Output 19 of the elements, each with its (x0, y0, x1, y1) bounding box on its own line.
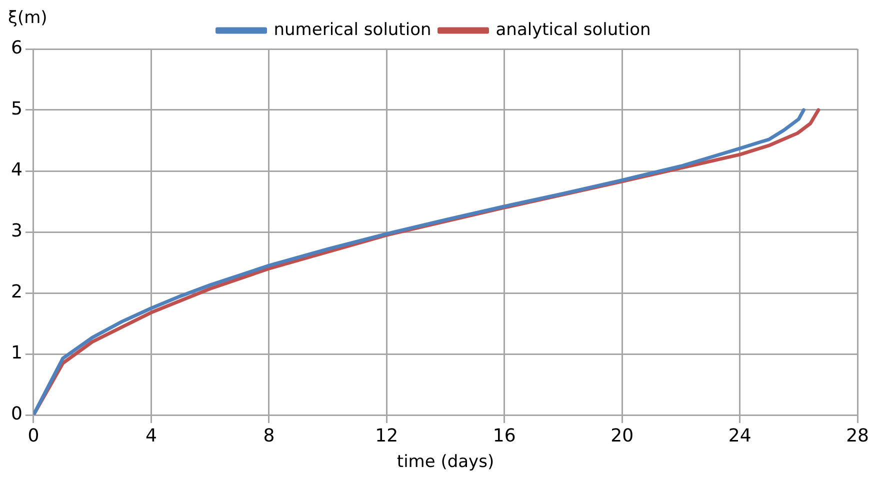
x-tick-label: 28 (846, 425, 869, 446)
y-tick-label: 4 (11, 160, 22, 181)
y-tick-label: 5 (11, 98, 22, 120)
y-tick-label: 1 (11, 342, 22, 364)
x-tick-label: 0 (28, 425, 40, 446)
x-tick-label: 4 (145, 425, 157, 446)
legend-label: analytical solution (496, 20, 651, 40)
x-tick-label: 24 (728, 425, 752, 446)
y-tick-label: 0 (11, 404, 22, 425)
x-tick-label: 16 (492, 425, 516, 446)
x-tick-label: 20 (610, 425, 634, 446)
x-tick-label: 12 (375, 425, 398, 446)
x-tick-label: 8 (263, 425, 275, 446)
y-tick-label: 3 (11, 220, 22, 242)
y-axis-title: ξ(m) (8, 8, 48, 28)
y-tick-label: 2 (11, 282, 22, 303)
y-tick-label: 6 (11, 38, 22, 59)
legend-label: numerical solution (274, 20, 432, 40)
x-axis-title: time (days) (396, 452, 494, 472)
